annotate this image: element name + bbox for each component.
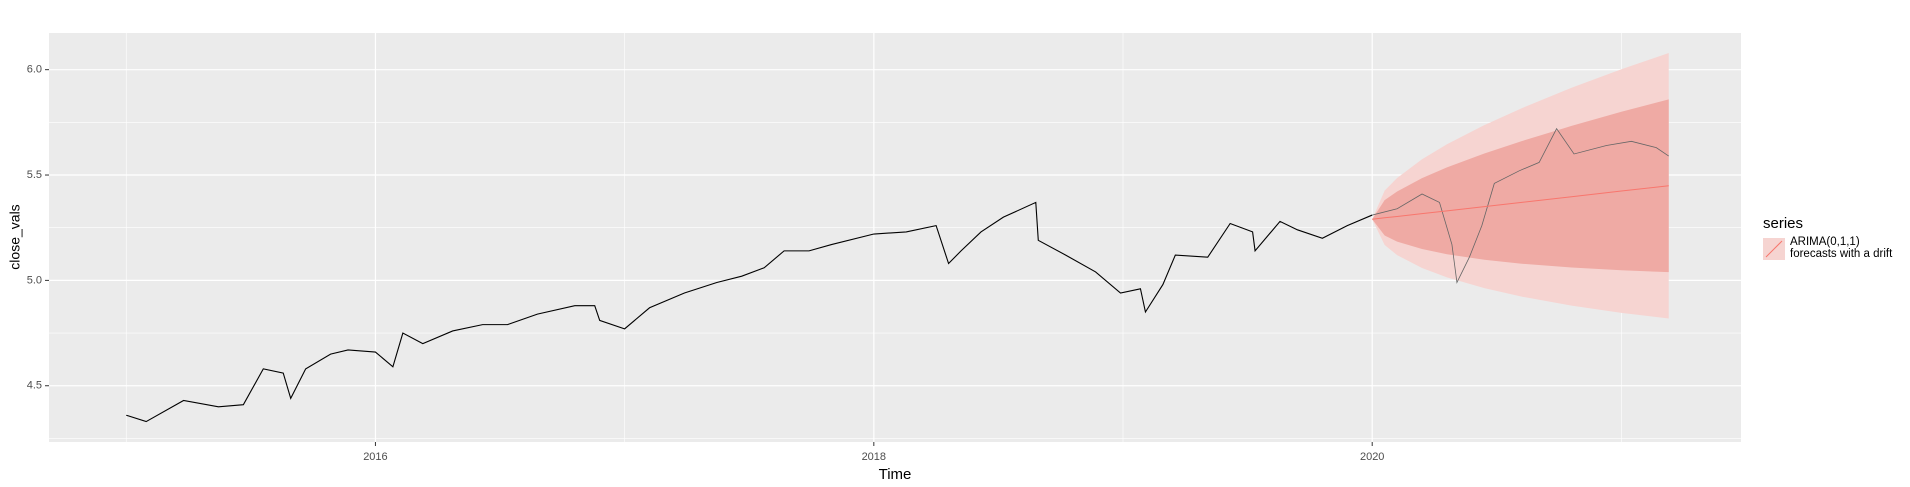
y-tick-label: 5.0	[27, 274, 42, 286]
y-tick-label: 5.5	[27, 169, 42, 181]
series-line	[1372, 127, 1669, 284]
x-axis-label: Time	[879, 466, 912, 483]
legend-key-line	[1765, 240, 1783, 258]
x-tick-label: 2020	[1360, 451, 1384, 463]
y-tick-label: 4.5	[27, 380, 42, 392]
series-line	[126, 201, 1373, 423]
forecast-line	[1372, 185, 1669, 220]
x-tick-label: 2018	[862, 451, 886, 463]
legend-label: ARIMA(0,1,1) forecasts with a drift	[1790, 236, 1893, 260]
x-tick-label: 2016	[363, 451, 387, 463]
band-80	[1372, 99, 1669, 273]
y-axis-label: close_vals	[7, 204, 23, 269]
y-tick-label: 6.0	[27, 64, 42, 76]
legend-title: series	[1763, 215, 1803, 232]
